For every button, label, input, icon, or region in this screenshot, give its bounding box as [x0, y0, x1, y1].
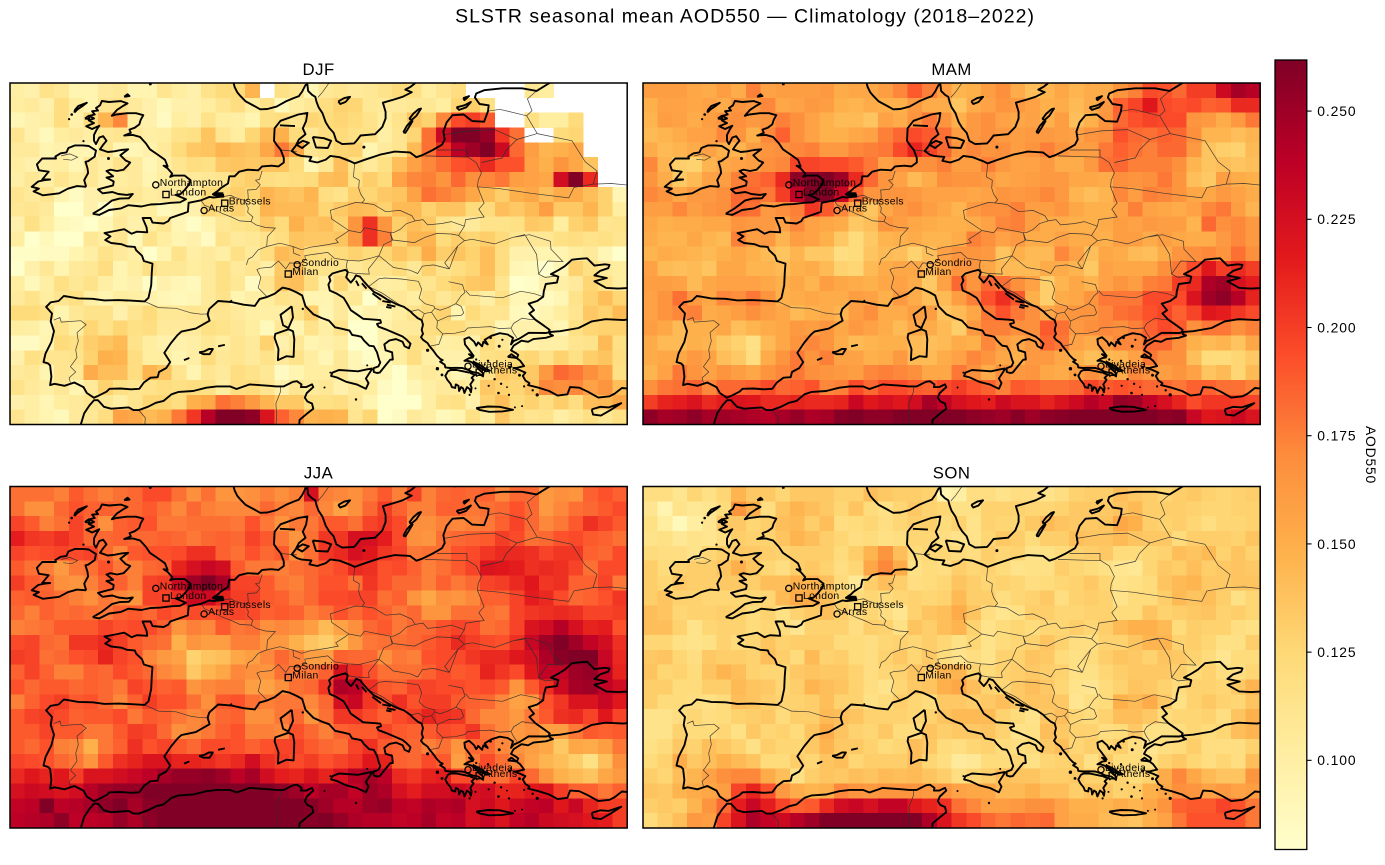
svg-text:0.200: 0.200 [1317, 319, 1356, 335]
svg-text:0.225: 0.225 [1317, 211, 1356, 227]
svg-text:Athens: Athens [483, 769, 517, 780]
svg-text:Northampton: Northampton [160, 582, 223, 593]
svg-text:Livadeia: Livadeia [1105, 763, 1146, 774]
svg-text:Northampton: Northampton [793, 582, 856, 593]
svg-text:Arras: Arras [208, 204, 234, 215]
svg-text:Milan: Milan [925, 671, 951, 682]
svg-text:0.250: 0.250 [1317, 103, 1356, 119]
svg-text:Brussels: Brussels [862, 196, 904, 207]
svg-text:Athens: Athens [483, 365, 517, 376]
svg-text:Livadeia: Livadeia [1105, 359, 1146, 370]
svg-text:Sondrio: Sondrio [934, 661, 972, 672]
svg-text:0.125: 0.125 [1317, 644, 1356, 660]
svg-text:Milan: Milan [925, 267, 951, 278]
svg-text:London: London [803, 188, 839, 199]
svg-text:SON: SON [933, 463, 971, 482]
svg-text:Arras: Arras [841, 204, 867, 215]
svg-text:London: London [170, 188, 206, 199]
svg-text:MAM: MAM [931, 60, 971, 79]
svg-text:Northampton: Northampton [160, 178, 223, 189]
svg-text:Milan: Milan [292, 671, 318, 682]
svg-text:0.100: 0.100 [1317, 752, 1356, 768]
svg-text:AOD550: AOD550 [1363, 426, 1379, 484]
svg-text:Brussels: Brussels [229, 196, 271, 207]
svg-text:Arras: Arras [841, 607, 867, 618]
svg-text:London: London [803, 591, 839, 602]
svg-text:Livadeia: Livadeia [472, 359, 513, 370]
svg-text:Sondrio: Sondrio [934, 258, 972, 269]
svg-text:Northampton: Northampton [793, 178, 856, 189]
svg-text:0.175: 0.175 [1317, 428, 1356, 444]
svg-text:Arras: Arras [208, 607, 234, 618]
svg-text:Livadeia: Livadeia [472, 763, 513, 774]
svg-text:0.150: 0.150 [1317, 536, 1356, 552]
svg-text:Athens: Athens [1116, 365, 1150, 376]
svg-text:Sondrio: Sondrio [301, 661, 339, 672]
svg-text:JJA: JJA [304, 463, 334, 482]
svg-text:Milan: Milan [292, 267, 318, 278]
svg-text:Brussels: Brussels [229, 600, 271, 611]
svg-text:London: London [170, 591, 206, 602]
svg-text:Athens: Athens [1116, 769, 1150, 780]
svg-text:SLSTR seasonal mean AOD550 — C: SLSTR seasonal mean AOD550 — Climatology… [455, 6, 1035, 28]
svg-text:Sondrio: Sondrio [301, 258, 339, 269]
svg-text:Brussels: Brussels [862, 600, 904, 611]
svg-text:DJF: DJF [303, 60, 335, 79]
